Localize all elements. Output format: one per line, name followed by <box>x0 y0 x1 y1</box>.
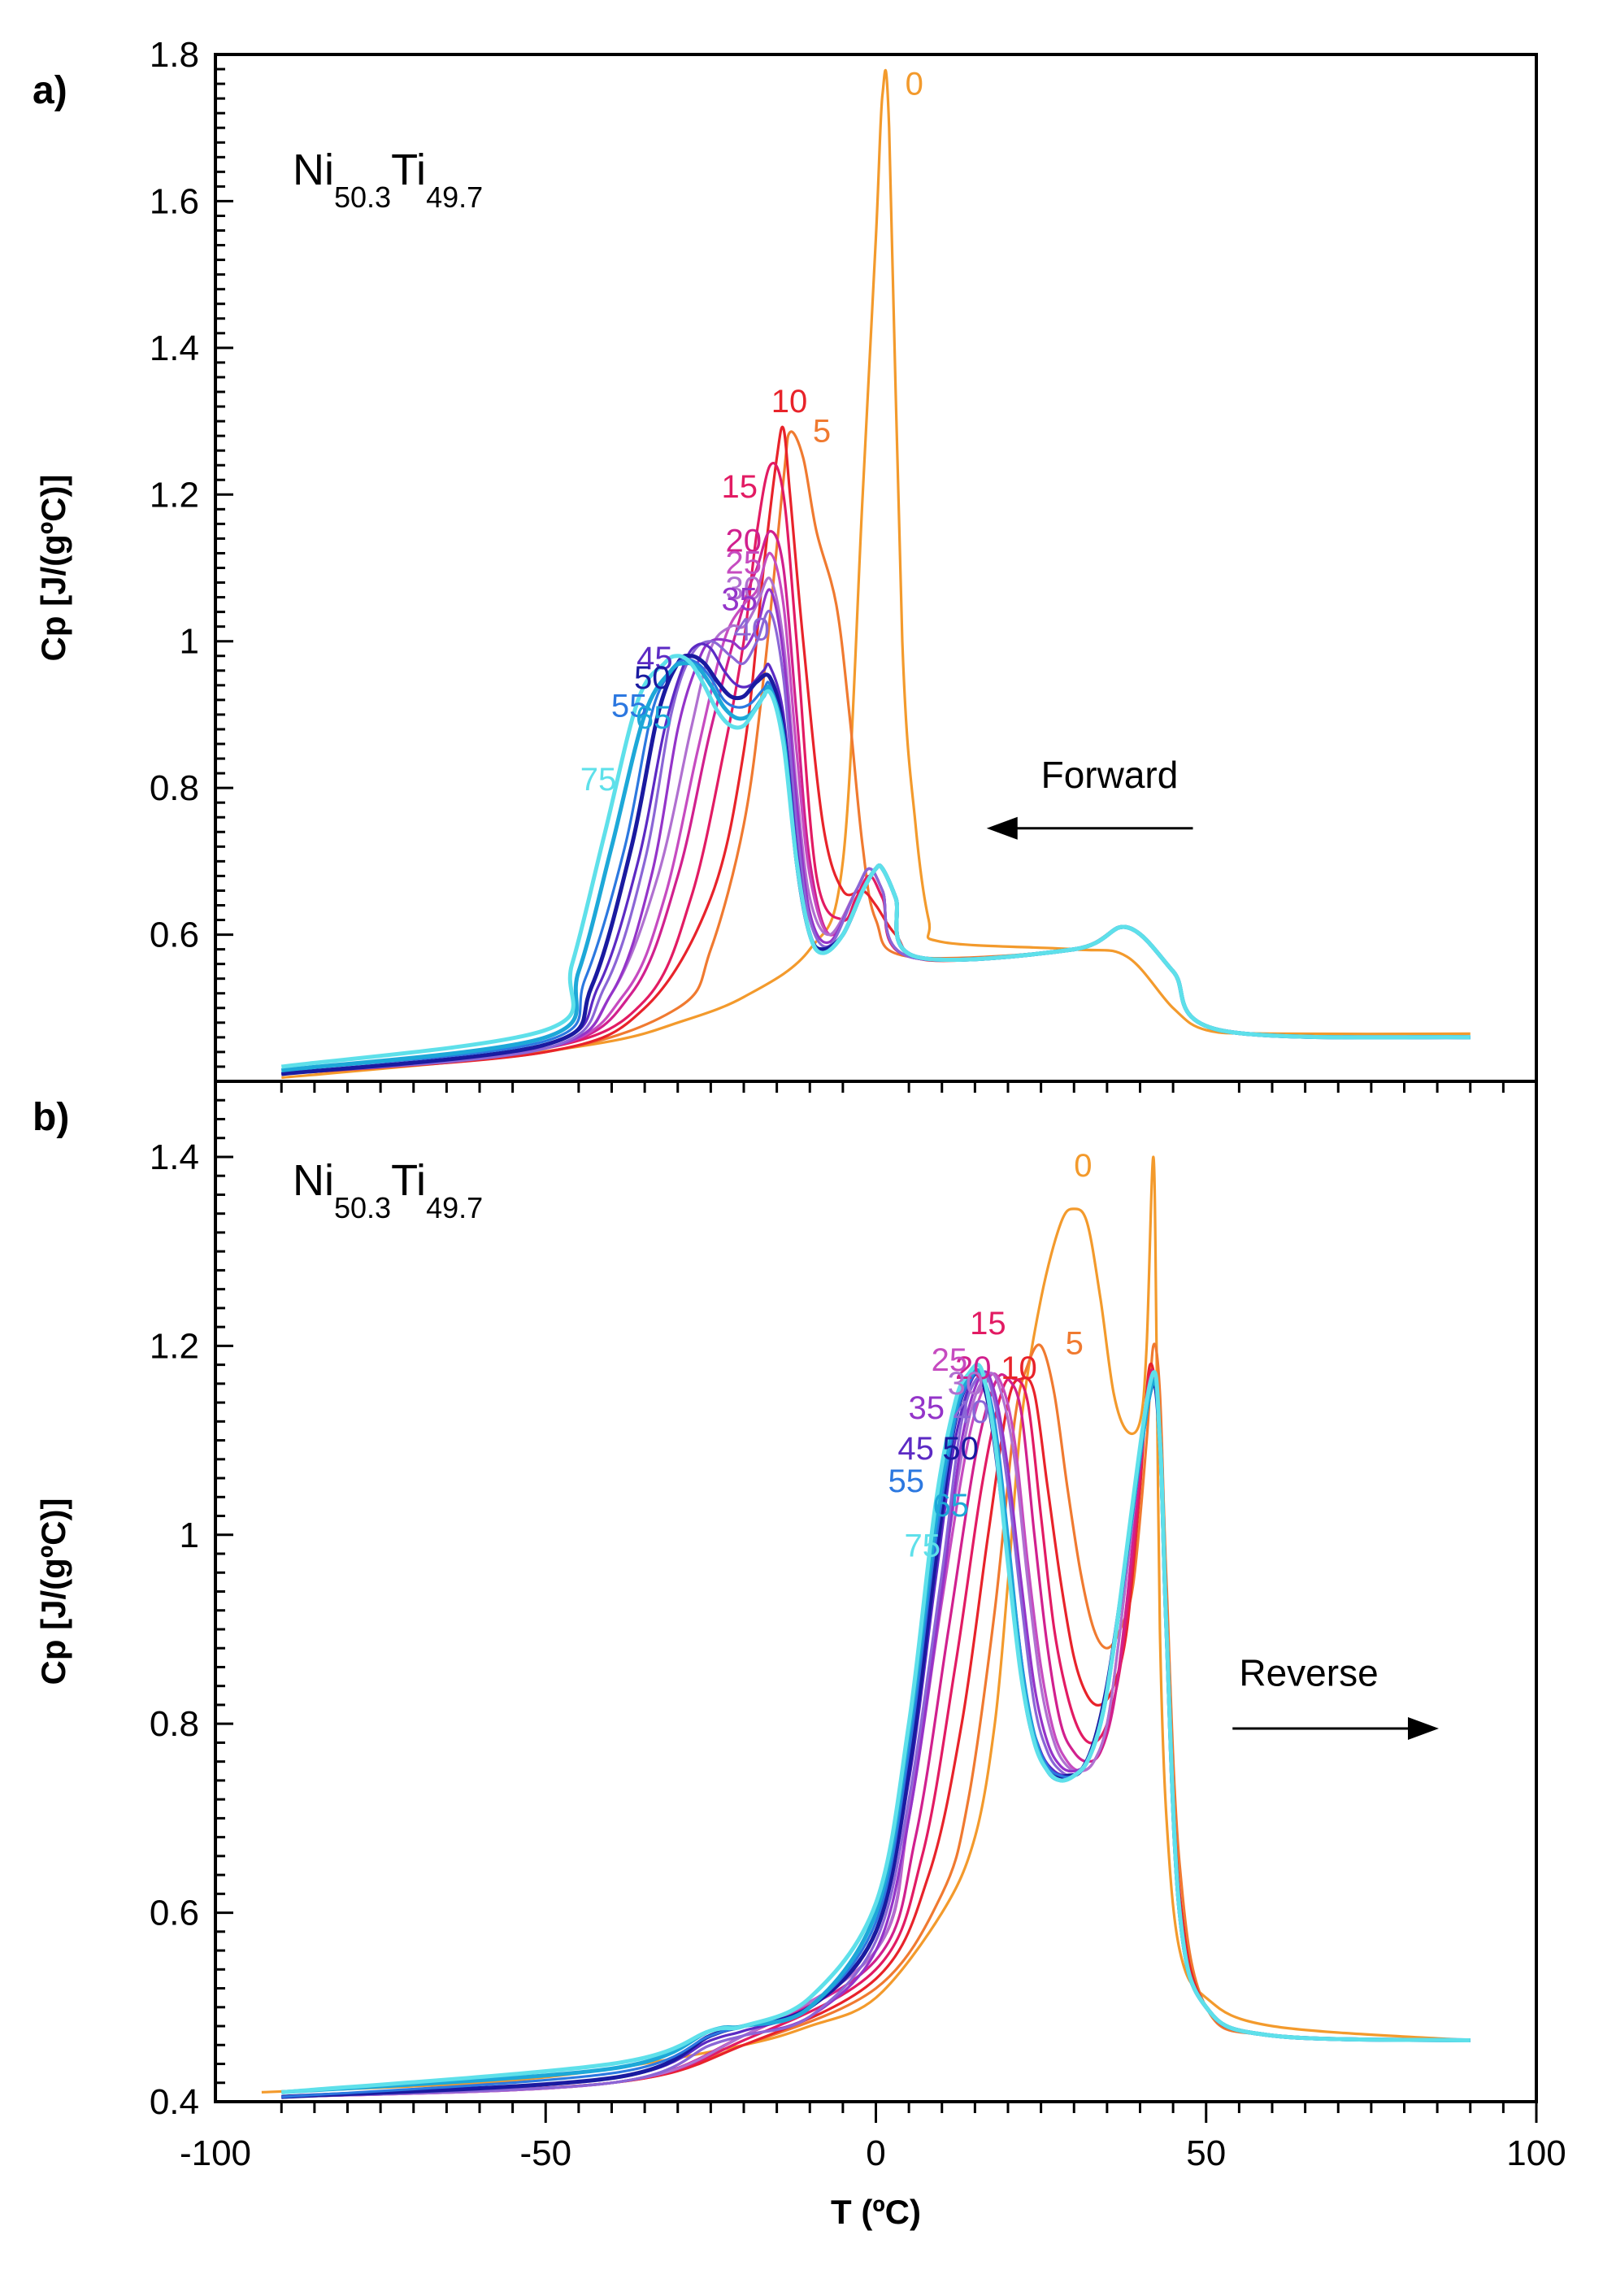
y-tick-label: 1.8 <box>150 35 199 75</box>
sample-element: Ni <box>293 1156 334 1205</box>
x-tick-label: 0 <box>866 2133 885 2173</box>
y-tick-label: 0.6 <box>150 915 199 955</box>
panel-label: b) <box>33 1096 69 1139</box>
series-line-50 <box>281 653 1471 1076</box>
series-label-65: 65 <box>636 700 672 736</box>
sample-element: Ni <box>293 146 334 194</box>
series-line-0 <box>281 68 1471 1080</box>
y-tick-label: 0.6 <box>150 1894 199 1933</box>
series-label-0: 0 <box>1074 1148 1092 1184</box>
y-tick-label: 1.6 <box>150 181 199 221</box>
series-label-45: 45 <box>636 641 673 676</box>
plot-frame <box>214 53 1538 1083</box>
panel-label: a) <box>33 69 67 112</box>
series-line-20 <box>281 529 1471 1076</box>
series-label-55: 55 <box>888 1463 925 1499</box>
x-tick-label: 50 <box>1186 2133 1226 2173</box>
sample-element: Ti <box>391 146 426 194</box>
series-line-75 <box>280 654 1471 1069</box>
y-axis-title: Cp [J/(gºC)] <box>34 1498 72 1685</box>
series-label-45: 45 <box>897 1431 934 1467</box>
sample-subscript: 50.3 <box>334 180 391 214</box>
series-line-0 <box>261 1155 1471 2094</box>
series-label-75: 75 <box>580 762 617 798</box>
series-line-35 <box>281 588 1471 1076</box>
series-label-75: 75 <box>905 1528 941 1563</box>
x-tick-label: 100 <box>1506 2133 1566 2173</box>
series-label-55: 55 <box>611 688 648 724</box>
series-line-55 <box>281 658 1471 1072</box>
series-label-50: 50 <box>942 1431 979 1467</box>
series-line-10 <box>281 425 1471 1076</box>
y-tick-label: 0.8 <box>150 1704 199 1744</box>
y-tick-label: 1 <box>180 622 199 662</box>
x-tick-label: -50 <box>519 2133 571 2173</box>
sample-formula: Ni50.3Ti49.7 <box>293 1156 483 1224</box>
y-tick-label: 1.4 <box>150 1137 199 1177</box>
series-line-75 <box>281 1363 1471 2094</box>
series-label-65: 65 <box>933 1488 970 1524</box>
series-line-30 <box>281 576 1471 1076</box>
series-label-5: 5 <box>813 414 831 450</box>
series-line-5 <box>281 430 1471 1076</box>
arrow-head-icon <box>986 816 1018 840</box>
series-line-45 <box>281 642 1471 1076</box>
series-label-10: 10 <box>771 384 808 420</box>
series-label-40: 40 <box>954 1394 990 1430</box>
series-label-30: 30 <box>948 1366 984 1402</box>
y-axis-title: Cp [J/(gºC)] <box>34 475 72 662</box>
series-label-10: 10 <box>1001 1350 1037 1386</box>
arrow-head-icon <box>1408 1716 1439 1740</box>
series-label-35: 35 <box>722 582 758 618</box>
series-label-0: 0 <box>906 67 923 102</box>
x-axis-title: T (ºC) <box>831 2193 921 2231</box>
series-line-25 <box>281 551 1471 1076</box>
series-label-25: 25 <box>726 545 762 581</box>
series-label-20: 20 <box>726 523 762 559</box>
series-label-30: 30 <box>726 571 762 607</box>
y-tick-label: 0.4 <box>150 2082 199 2122</box>
series-label-50: 50 <box>634 660 671 696</box>
sample-formula: Ni50.3Ti49.7 <box>293 146 483 214</box>
series-label-35: 35 <box>909 1390 945 1426</box>
y-tick-label: 0.8 <box>150 768 199 808</box>
series-label-40: 40 <box>734 612 771 648</box>
panel-a: 0.6 0.8 1 1.2 1.4 1.6 1.8 Cp [J/(gºC)] a) Ni50.3T… <box>33 35 1538 1093</box>
sample-subscript: 49.7 <box>426 180 483 214</box>
direction-label: Forward <box>1041 754 1179 796</box>
series-line-40 <box>281 609 1471 1076</box>
y-tick-label: 1.4 <box>150 328 199 368</box>
series-group <box>280 68 1471 1080</box>
sample-element: Ti <box>391 1156 426 1205</box>
series-line-5 <box>281 1342 1471 2098</box>
y-tick-label: 1 <box>180 1515 199 1555</box>
direction-label: Reverse <box>1239 1652 1378 1694</box>
series-label-5: 5 <box>1066 1325 1084 1361</box>
x-tick-label: -100 <box>180 2133 251 2173</box>
series-label-15: 15 <box>970 1306 1006 1342</box>
series-label-15: 15 <box>722 469 758 505</box>
sample-subscript: 50.3 <box>334 1191 391 1224</box>
y-tick-label: 1.2 <box>150 1326 199 1366</box>
series-line-15 <box>281 462 1471 1076</box>
series-label-20: 20 <box>955 1350 992 1386</box>
y-tick-label: 1.2 <box>150 475 199 515</box>
sample-subscript: 49.7 <box>426 1191 483 1224</box>
series-label-25: 25 <box>932 1342 968 1378</box>
series-group <box>261 1155 1471 2099</box>
series-line-65 <box>281 1368 1471 2094</box>
